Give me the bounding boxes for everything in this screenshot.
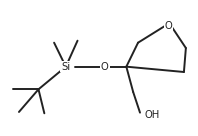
Text: OH: OH (145, 110, 160, 120)
Text: O: O (164, 21, 172, 31)
Text: O: O (101, 62, 109, 72)
Text: Si: Si (61, 62, 70, 72)
